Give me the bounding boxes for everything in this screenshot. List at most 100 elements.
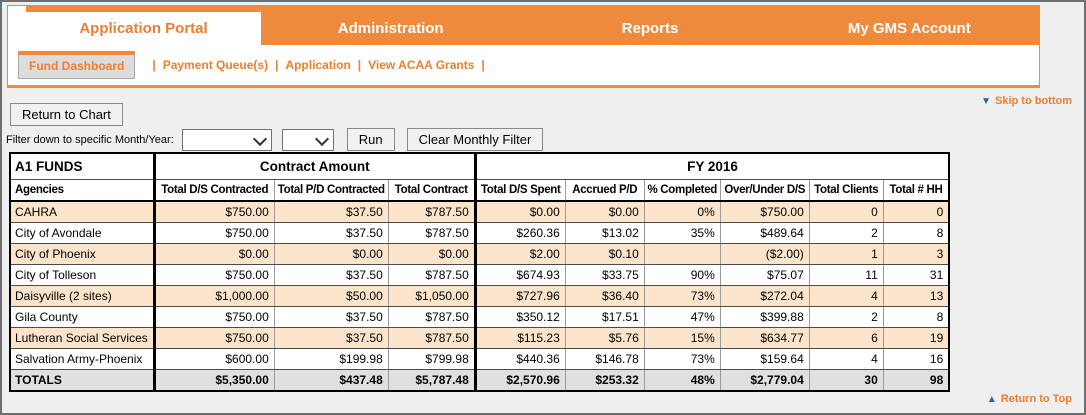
column-header-row: Agencies Total D/S Contracted Total P/D Co…	[10, 179, 950, 202]
agency-cell: City of Avondale	[10, 222, 156, 244]
agency-cell: TOTALS	[10, 369, 156, 391]
value-cell: $727.96	[475, 285, 566, 307]
value-cell: 16	[883, 348, 950, 370]
value-cell	[644, 243, 721, 265]
value-cell: $37.50	[274, 306, 389, 328]
fy-header: FY 2016	[475, 153, 950, 180]
column-header-total-p-d-contracted: Total P/D Contracted	[274, 179, 389, 202]
value-cell: 35%	[644, 222, 721, 244]
value-cell: $489.64	[720, 222, 810, 244]
subnav-link-view-acaa-grants[interactable]: View ACAA Grants	[368, 58, 475, 72]
value-cell: $253.32	[565, 369, 645, 391]
value-cell: $159.64	[720, 348, 810, 370]
separator: |	[357, 58, 362, 72]
value-cell: $33.75	[565, 264, 645, 286]
value-cell: $0.00	[274, 243, 389, 265]
table-row: Daisyville (2 sites) $1,000.00 $50.00 $1,05…	[10, 285, 950, 307]
tab-reports[interactable]: Reports	[621, 20, 679, 37]
value-cell: 4	[809, 348, 884, 370]
value-cell: $0.00	[475, 201, 566, 223]
value-cell: 15%	[644, 327, 721, 349]
run-button[interactable]: Run	[346, 128, 395, 151]
value-cell: 8	[883, 222, 950, 244]
value-cell: 31	[883, 264, 950, 286]
table-row: Salvation Army-Phoenix $600.00 $199.98 $799…	[10, 348, 950, 370]
value-cell: ($2.00)	[720, 243, 810, 265]
tab-my-gms-account[interactable]: My GMS Account	[847, 20, 971, 37]
column-header-total-d-s-contracted: Total D/S Contracted	[154, 179, 275, 202]
value-cell: $146.78	[565, 348, 645, 370]
value-cell: $750.00	[154, 264, 275, 286]
agency-cell: Daisyville (2 sites)	[10, 285, 156, 307]
value-cell: $0.00	[154, 243, 275, 265]
site-header: Application Portal Administration Reports…	[7, 5, 1040, 88]
value-cell: 11	[809, 264, 884, 286]
value-cell: $399.88	[720, 306, 810, 328]
value-cell: $36.40	[565, 285, 645, 307]
value-cell: $37.50	[274, 222, 389, 244]
value-cell: $1,000.00	[154, 285, 275, 307]
contract-amount-header: Contract Amount	[154, 153, 477, 180]
value-cell: 2	[809, 222, 884, 244]
value-cell: $440.36	[475, 348, 566, 370]
table-row: CAHRA $750.00 $37.50 $787.50 $0.00 $0.00 0% $75…	[10, 201, 950, 223]
value-cell: $0.00	[565, 201, 645, 223]
value-cell: $674.93	[475, 264, 566, 286]
value-cell: $272.04	[720, 285, 810, 307]
skip-to-bottom-link[interactable]: ▼ Skip to bottom	[981, 95, 1072, 107]
return-to-top-link[interactable]: ▲ Return to Top	[987, 393, 1072, 405]
value-cell: $1,050.00	[388, 285, 477, 307]
value-cell: 0	[883, 201, 950, 223]
value-cell: $5,787.48	[388, 369, 477, 391]
value-cell: $750.00	[154, 201, 275, 223]
return-to-chart-button[interactable]: Return to Chart	[10, 103, 123, 126]
skip-to-bottom-label: Skip to bottom	[995, 95, 1072, 107]
clear-monthly-filter-button[interactable]: Clear Monthly Filter	[406, 128, 544, 151]
value-cell: $115.23	[475, 327, 566, 349]
value-cell: 98	[883, 369, 950, 391]
subnav-link-application[interactable]: Application	[285, 58, 351, 72]
subnav-bar: Fund Dashboard | Payment Queue(s) | Applica…	[8, 45, 1039, 85]
value-cell: $37.50	[274, 264, 389, 286]
column-header-completed: % Completed	[644, 179, 721, 202]
agency-cell: City of Tolleson	[10, 264, 156, 286]
separator: |	[152, 58, 156, 72]
table-row: Gila County $750.00 $37.50 $787.50 $350.12 $1…	[10, 306, 950, 328]
value-cell: $750.00	[720, 201, 810, 223]
header-accent-strip	[26, 6, 1039, 12]
funds-table: A1 FUNDS Contract Amount FY 2016 Agencie…	[9, 152, 951, 392]
value-cell: $2.00	[475, 243, 566, 265]
value-cell: $437.48	[274, 369, 389, 391]
column-header-accrued-p-d: Accrued P/D	[565, 179, 645, 202]
column-header-agencies: Agencies	[10, 179, 156, 202]
column-header-total-clients: Total Clients	[809, 179, 884, 202]
table-row: TOTALS $5,350.00 $437.48 $5,787.48 $2,570.96…	[10, 369, 950, 391]
value-cell: $2,779.04	[720, 369, 810, 391]
value-cell: $0.00	[388, 243, 477, 265]
month-select[interactable]	[181, 128, 272, 151]
subnav-links: | Payment Queue(s) | Application | View ACAA …	[145, 58, 491, 72]
subnav-item-fund-dashboard[interactable]: Fund Dashboard	[18, 51, 136, 79]
column-header-total-hh: Total # HH	[883, 179, 950, 202]
table-row: City of Tolleson $750.00 $37.50 $787.50 $674…	[10, 264, 950, 286]
tab-application-portal[interactable]: Application Portal	[26, 12, 261, 45]
group-header-row: A1 FUNDS Contract Amount FY 2016	[10, 153, 950, 180]
value-cell: $787.50	[388, 264, 477, 286]
value-cell: $350.12	[475, 306, 566, 328]
subnav-link-payment-queue-s[interactable]: Payment Queue(s)	[162, 58, 269, 72]
value-cell: 8	[883, 306, 950, 328]
value-cell: $13.02	[565, 222, 645, 244]
tab-administration[interactable]: Administration	[337, 20, 444, 37]
filter-label: Filter down to specific Month/Year:	[6, 133, 174, 146]
triangle-up-icon: ▲	[986, 394, 997, 405]
value-cell: 4	[809, 285, 884, 307]
value-cell: $37.50	[274, 327, 389, 349]
value-cell: 6	[809, 327, 884, 349]
agency-cell: Salvation Army-Phoenix	[10, 348, 156, 370]
column-header-over-under-d-s: Over/Under D/S	[720, 179, 810, 202]
value-cell: $787.50	[388, 222, 477, 244]
value-cell: 0	[809, 201, 884, 223]
year-select[interactable]	[281, 128, 334, 151]
value-cell: 0%	[644, 201, 721, 223]
